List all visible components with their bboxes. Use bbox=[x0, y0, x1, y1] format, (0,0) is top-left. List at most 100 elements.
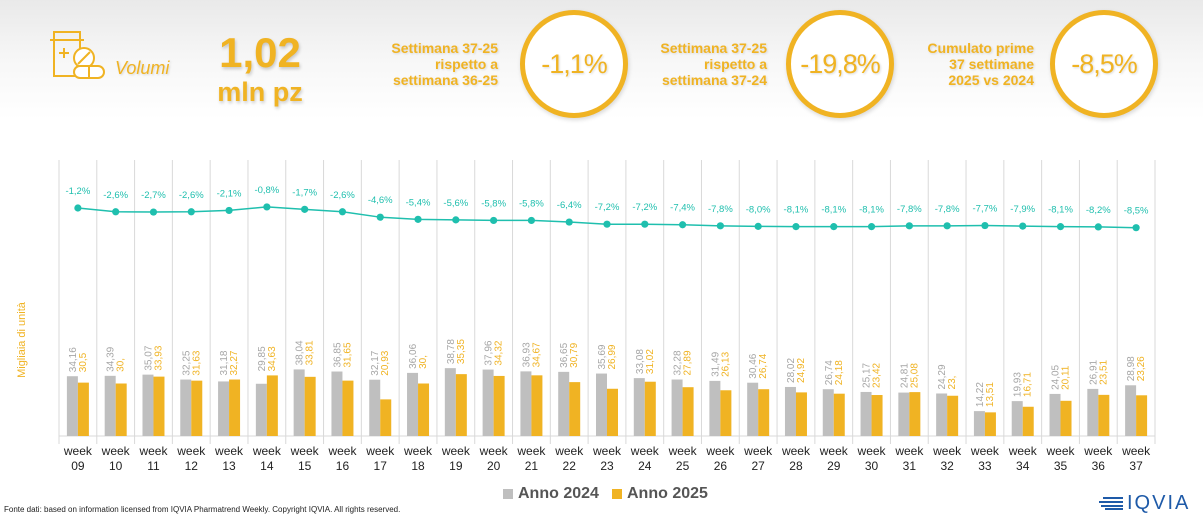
line-point bbox=[187, 208, 195, 216]
line-point-label: -6,4% bbox=[557, 200, 582, 211]
line-point-label: -5,8% bbox=[481, 198, 506, 209]
x-tick-label: week bbox=[1046, 444, 1076, 458]
total-volume-value: 1,02 bbox=[219, 29, 301, 76]
x-tick-label: 20 bbox=[487, 459, 501, 473]
bar-2024 bbox=[331, 371, 343, 436]
iqvia-logo: IQVIA bbox=[1097, 491, 1197, 514]
x-tick-label: 35 bbox=[1054, 459, 1068, 473]
bar-label-2025: 26,74 bbox=[758, 353, 769, 378]
bar-label-2024: 24,81 bbox=[899, 363, 910, 388]
line-point-label: -2,6% bbox=[179, 190, 204, 201]
bar-label-2024: 35,69 bbox=[597, 344, 608, 369]
legend-item-2025: Anno 2025 bbox=[612, 485, 708, 503]
line-point bbox=[301, 205, 309, 213]
bar-label-2024: 29,85 bbox=[257, 346, 268, 371]
bar-label-2024: 31,18 bbox=[219, 350, 230, 375]
bar-label-2025: 20,11 bbox=[1061, 365, 1072, 390]
line-point bbox=[603, 220, 611, 228]
bar-2025 bbox=[1136, 395, 1148, 436]
x-tick-label: 21 bbox=[525, 459, 539, 473]
bar-label-2024: 26,91 bbox=[1088, 359, 1099, 384]
line-point bbox=[943, 222, 951, 230]
x-tick-label: 25 bbox=[676, 459, 690, 473]
bar-2024 bbox=[520, 371, 532, 436]
bar-2024 bbox=[898, 392, 910, 436]
x-tick-label: 22 bbox=[563, 459, 577, 473]
line-point bbox=[376, 213, 384, 221]
line-point-label: -2,6% bbox=[103, 190, 128, 201]
bar-label-2025: 33,93 bbox=[153, 345, 164, 370]
bar-label-2025: 33,81 bbox=[305, 340, 316, 365]
x-tick-label: 17 bbox=[374, 459, 388, 473]
bar-label-2025: 24,92 bbox=[796, 358, 807, 383]
x-tick-label: week bbox=[1083, 444, 1113, 458]
x-tick-label: week bbox=[705, 444, 735, 458]
bar-label-2024: 14,22 bbox=[975, 382, 986, 407]
bar-label-2025: 23,26 bbox=[1136, 356, 1147, 381]
bar-label-2024: 24,29 bbox=[937, 364, 948, 389]
line-point-label: -7,7% bbox=[973, 204, 998, 215]
total-volume-unit: mln pz bbox=[217, 77, 303, 107]
kpi-2-value: -19,8% bbox=[800, 48, 881, 79]
bar-2024 bbox=[936, 393, 948, 436]
x-tick-label: 31 bbox=[903, 459, 917, 473]
bar-label-2024: 32,28 bbox=[673, 350, 684, 375]
bar-label-2025: 24,18 bbox=[834, 360, 845, 385]
y-axis-label: Migliaia di unità bbox=[16, 302, 28, 378]
bar-2025 bbox=[607, 388, 618, 436]
bar-2025 bbox=[418, 383, 430, 436]
kpi-3-description: Cumulato prime 37 settimane 2025 vs 2024 bbox=[927, 40, 1034, 88]
bar-label-2025: 31,63 bbox=[191, 350, 202, 375]
line-point bbox=[830, 223, 838, 231]
bar-2024 bbox=[973, 411, 985, 436]
bar-2024 bbox=[1011, 401, 1023, 436]
bar-label-2024: 36,06 bbox=[408, 343, 419, 368]
bar-label-2024: 38,78 bbox=[446, 339, 457, 364]
medicine-bottle-pills-icon bbox=[50, 31, 105, 79]
legend-label-2024: Anno 2024 bbox=[518, 485, 599, 502]
bar-label-2024: 38,04 bbox=[295, 340, 306, 365]
x-tick-label: week bbox=[1121, 444, 1151, 458]
bar-label-2025: 26,13 bbox=[720, 351, 731, 376]
x-tick-label: week bbox=[138, 444, 168, 458]
x-tick-label: 36 bbox=[1092, 459, 1106, 473]
x-tick-label: 29 bbox=[827, 459, 841, 473]
bar-2024 bbox=[1125, 385, 1137, 436]
x-tick-label: 15 bbox=[298, 459, 312, 473]
x-tick-label: 34 bbox=[1016, 459, 1030, 473]
bar-label-2024: 34,39 bbox=[106, 346, 117, 371]
x-tick-label: week bbox=[894, 444, 924, 458]
bar-2024 bbox=[218, 381, 230, 436]
x-tick-label: 12 bbox=[185, 459, 199, 473]
x-tick-label: week bbox=[743, 444, 773, 458]
x-tick-label: week bbox=[290, 444, 320, 458]
x-tick-label: week bbox=[516, 444, 546, 458]
bar-2024 bbox=[444, 368, 456, 436]
bar-2025 bbox=[909, 392, 921, 436]
line-point-label: -8,1% bbox=[821, 205, 846, 216]
kpi-1-description: Settimana 37-25 rispetto a settimana 36-… bbox=[391, 40, 498, 88]
iqvia-logo-text: IQVIA bbox=[1127, 491, 1191, 514]
bar-2024 bbox=[709, 380, 721, 436]
x-tick-label: week bbox=[327, 444, 357, 458]
bar-label-2024: 36,65 bbox=[559, 342, 570, 367]
x-tick-label: 26 bbox=[714, 459, 728, 473]
bar-label-2024: 28,02 bbox=[786, 358, 797, 383]
bar-label-2025: 30, bbox=[418, 355, 429, 369]
bar-label-2025: 30, bbox=[116, 358, 127, 372]
line-point-label: -8,5% bbox=[1124, 206, 1149, 217]
line-point-label: -7,8% bbox=[897, 204, 922, 215]
bar-2024 bbox=[255, 383, 267, 436]
line-point-label: -7,8% bbox=[935, 204, 960, 215]
x-tick-label: week bbox=[441, 444, 471, 458]
bar-label-2024: 34,16 bbox=[68, 347, 79, 372]
bar-label-2024: 25,17 bbox=[862, 362, 873, 387]
x-tick-label: 37 bbox=[1129, 459, 1143, 473]
bar-label-2024: 36,93 bbox=[521, 342, 532, 367]
bar-label-2025: 30,5 bbox=[78, 352, 89, 372]
bar-label-2024: 31,49 bbox=[710, 351, 721, 376]
bar-2024 bbox=[66, 376, 78, 436]
x-tick-label: 10 bbox=[109, 459, 123, 473]
bar-2025 bbox=[304, 376, 316, 436]
